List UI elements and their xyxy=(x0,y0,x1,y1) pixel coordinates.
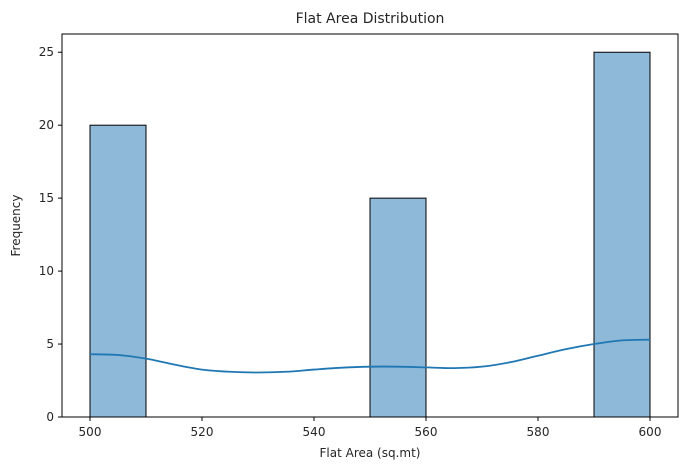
histogram-bar-1 xyxy=(89,124,147,418)
x-axis-ticks: 500 520 540 560 580 600 xyxy=(79,417,662,439)
y-tick-label: 15 xyxy=(39,191,54,205)
bars-layer xyxy=(89,51,651,418)
x-axis-label: Flat Area (sq.mt) xyxy=(320,446,421,460)
y-tick-label: 25 xyxy=(39,45,54,59)
y-tick-label: 10 xyxy=(39,264,54,278)
histogram-bar-3 xyxy=(593,51,651,418)
y-axis-ticks: 0 5 10 15 20 25 xyxy=(39,45,62,424)
chart-title: Flat Area Distribution xyxy=(296,11,445,27)
x-tick-label: 560 xyxy=(415,425,438,439)
y-axis-label: Frequency xyxy=(9,195,23,257)
y-tick-label: 5 xyxy=(46,337,54,351)
plot-frame xyxy=(61,33,679,418)
kde-curve xyxy=(89,338,651,374)
x-tick-label: 540 xyxy=(303,425,326,439)
x-tick-label: 520 xyxy=(191,425,214,439)
x-tick-label: 580 xyxy=(527,425,550,439)
x-tick-label: 500 xyxy=(79,425,102,439)
x-tick-label: 600 xyxy=(639,425,662,439)
y-tick-label: 20 xyxy=(39,118,54,132)
y-tick-label: 0 xyxy=(46,410,54,424)
histogram-bar-2 xyxy=(369,197,427,418)
